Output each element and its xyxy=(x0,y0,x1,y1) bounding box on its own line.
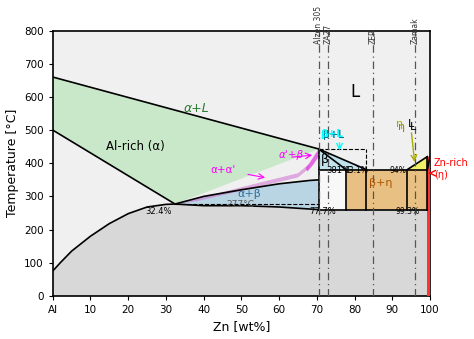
Polygon shape xyxy=(175,180,319,210)
Polygon shape xyxy=(53,204,430,296)
Text: η: η xyxy=(396,119,403,129)
Polygon shape xyxy=(319,149,346,210)
Y-axis label: Temperature [°C]: Temperature [°C] xyxy=(6,109,18,217)
X-axis label: Zn [wt%]: Zn [wt%] xyxy=(213,320,270,334)
Polygon shape xyxy=(306,149,319,172)
Text: Zamak: Zamak xyxy=(410,17,419,44)
Text: α+β: α+β xyxy=(237,189,261,199)
Text: η: η xyxy=(398,122,405,132)
Text: L: L xyxy=(408,119,414,129)
Text: 32.4%: 32.4% xyxy=(145,207,172,216)
Text: α+L: α+L xyxy=(183,102,209,115)
Text: β+L: β+L xyxy=(323,131,344,140)
Polygon shape xyxy=(346,170,428,210)
Text: 83.1%: 83.1% xyxy=(345,166,368,175)
Text: β+η: β+η xyxy=(369,178,393,188)
Text: 77.7%: 77.7% xyxy=(309,207,336,216)
Text: Zn-rich
(η): Zn-rich (η) xyxy=(434,158,468,180)
Text: ZA27: ZA27 xyxy=(324,24,333,44)
Polygon shape xyxy=(428,157,430,296)
Text: 99.3%: 99.3% xyxy=(395,207,419,216)
Polygon shape xyxy=(407,157,428,170)
Text: ZEP: ZEP xyxy=(369,29,378,44)
Text: α'+β: α'+β xyxy=(279,150,304,160)
Polygon shape xyxy=(53,77,319,204)
Text: α+α': α+α' xyxy=(210,165,235,175)
Text: β: β xyxy=(320,153,328,166)
Text: 277°C: 277°C xyxy=(226,200,254,209)
Text: Al-rich (α): Al-rich (α) xyxy=(106,140,165,153)
Text: 94%: 94% xyxy=(390,166,406,175)
Text: Alzen 305: Alzen 305 xyxy=(314,6,323,44)
Polygon shape xyxy=(175,164,310,204)
Text: L: L xyxy=(350,83,359,101)
Text: L: L xyxy=(410,122,416,132)
Text: β+L: β+L xyxy=(320,129,343,139)
Text: β+L: β+L xyxy=(323,131,344,140)
Text: 381°C: 381°C xyxy=(326,166,352,175)
Polygon shape xyxy=(319,149,366,170)
